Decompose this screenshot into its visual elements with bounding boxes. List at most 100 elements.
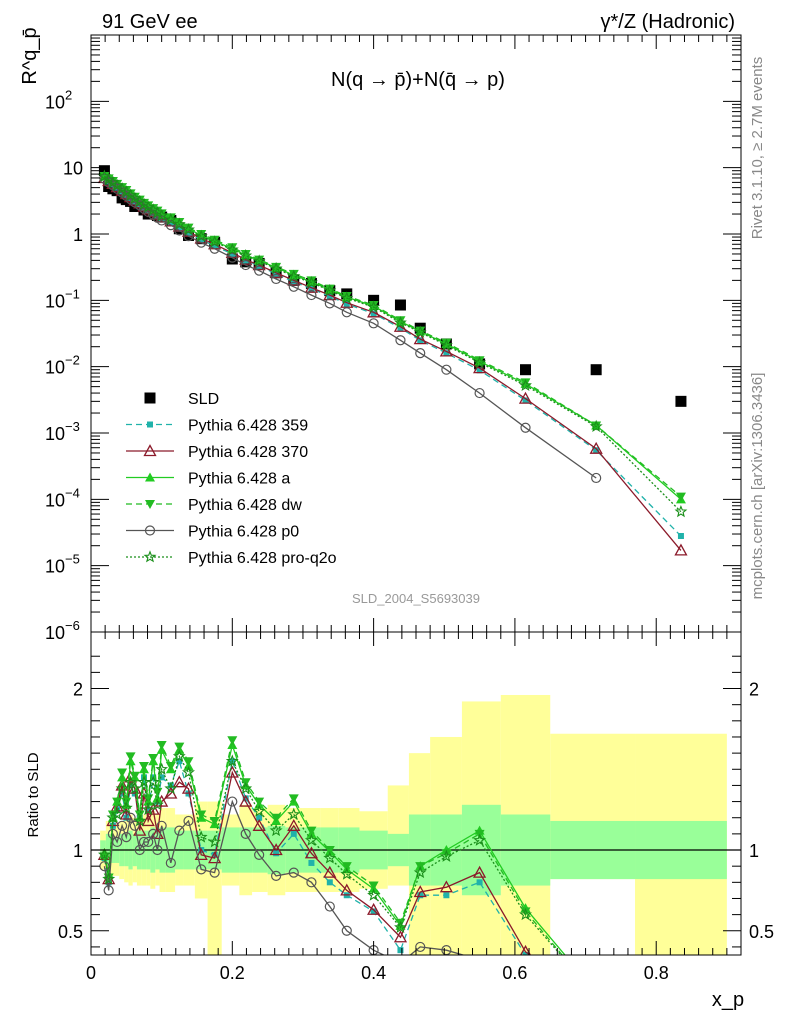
- ratio-x-ticks: 0 0.2 0.4 0.6 0.8: [86, 632, 728, 983]
- data-point: [119, 801, 133, 814]
- data-point: [254, 849, 265, 860]
- data-point: [119, 790, 126, 797]
- legend-item: Pythia 6.428 359: [126, 418, 308, 435]
- data-point: [476, 367, 483, 374]
- data-point: [473, 355, 487, 369]
- data-point: [158, 774, 165, 781]
- x-tick-label: 0.2: [220, 963, 245, 983]
- x-tick-label: 0.8: [644, 963, 669, 983]
- data-point: [370, 310, 377, 317]
- data-point: [441, 338, 452, 348]
- y-tick-exponent: −4: [65, 485, 80, 500]
- data-point: [474, 356, 485, 366]
- data-point: [138, 836, 150, 848]
- data-point: [287, 818, 301, 831]
- data-point: [306, 826, 317, 836]
- data-point: [152, 787, 163, 797]
- data-point: [164, 781, 178, 795]
- data-point: [209, 235, 220, 245]
- data-point: [227, 243, 238, 253]
- data-point: [209, 867, 220, 878]
- process-label: γ*/Z (Hadronic): [601, 11, 735, 33]
- data-point: [185, 230, 192, 237]
- ratio-y-tick-label: 2: [73, 680, 83, 700]
- y-tick-exponent: −6: [65, 618, 80, 633]
- data-point: [326, 293, 333, 300]
- data-point: [172, 775, 186, 788]
- y-tick-label: 1: [73, 225, 83, 245]
- data-point: [589, 419, 603, 433]
- data-point: [208, 851, 222, 864]
- data-point: [150, 798, 164, 811]
- data-point: [518, 391, 533, 404]
- data-point: [394, 316, 407, 329]
- data-point: [439, 849, 453, 862]
- y-tick-label: 10: [45, 291, 65, 311]
- data-point: [397, 947, 404, 954]
- data-point: [141, 802, 155, 816]
- data-point: [341, 925, 352, 936]
- series-line: [103, 799, 466, 955]
- data-point: [591, 472, 602, 484]
- data-point: [182, 222, 195, 236]
- data-point: [156, 741, 167, 751]
- data-point: [148, 828, 159, 839]
- data-point: [271, 262, 282, 272]
- data-point: [368, 301, 379, 311]
- data-point: [155, 208, 169, 222]
- data-point: [116, 820, 128, 831]
- data-point: [128, 191, 142, 204]
- data-point: [129, 820, 140, 831]
- legend-label: Pythia 6.428 p0: [188, 524, 299, 541]
- energy-label: 91 GeV ee: [102, 11, 198, 33]
- data-point: [306, 276, 317, 286]
- data-point: [395, 335, 406, 346]
- data-point: [183, 757, 194, 767]
- x-tick-label: 0.6: [502, 963, 527, 983]
- data-point: [441, 849, 452, 859]
- legend-label: Pythia 6.428 dw: [188, 497, 302, 514]
- data-point: [273, 850, 280, 857]
- y-tick-label: 10: [45, 623, 65, 643]
- data-point: [271, 273, 282, 285]
- data-point: [106, 810, 120, 824]
- data-point: [196, 230, 207, 239]
- y-tick-exponent: −2: [65, 353, 80, 368]
- data-point: [117, 768, 128, 778]
- data-point: [304, 833, 318, 846]
- legend-item: Pythia 6.428 pro-q2o: [126, 550, 337, 567]
- data-point: [415, 348, 426, 359]
- data-point: [326, 879, 333, 886]
- legend-marker: [144, 392, 156, 404]
- data-point: [397, 325, 404, 332]
- legend-marker: [147, 421, 153, 428]
- data-point: [239, 249, 253, 262]
- data-point: [269, 261, 283, 275]
- data-point: [227, 796, 238, 807]
- data-point: [152, 844, 163, 856]
- data-point: [677, 533, 684, 540]
- data-point: [141, 814, 155, 827]
- data-point: [152, 206, 163, 216]
- data-point: [395, 316, 406, 326]
- y-tick-label: 10: [45, 92, 65, 112]
- data-point: [473, 833, 487, 846]
- data-point: [306, 289, 317, 301]
- data-point: [443, 350, 450, 357]
- y-tick-label: 10: [45, 490, 65, 510]
- legend-label: Pythia 6.428 a: [188, 471, 290, 488]
- data-point: [156, 820, 167, 831]
- data-point: [476, 879, 483, 886]
- data-point: [165, 857, 176, 869]
- data-point: [288, 269, 299, 279]
- data-point: [441, 364, 452, 375]
- data-point: [172, 217, 186, 230]
- data-point: [417, 892, 424, 899]
- ratio-y-tick-label: 0.5: [58, 922, 83, 942]
- data-point: [324, 901, 335, 912]
- data-point: [472, 865, 487, 878]
- data-point: [324, 846, 335, 856]
- data-point: [165, 220, 176, 231]
- data-point: [102, 872, 116, 885]
- data-point: [164, 212, 178, 226]
